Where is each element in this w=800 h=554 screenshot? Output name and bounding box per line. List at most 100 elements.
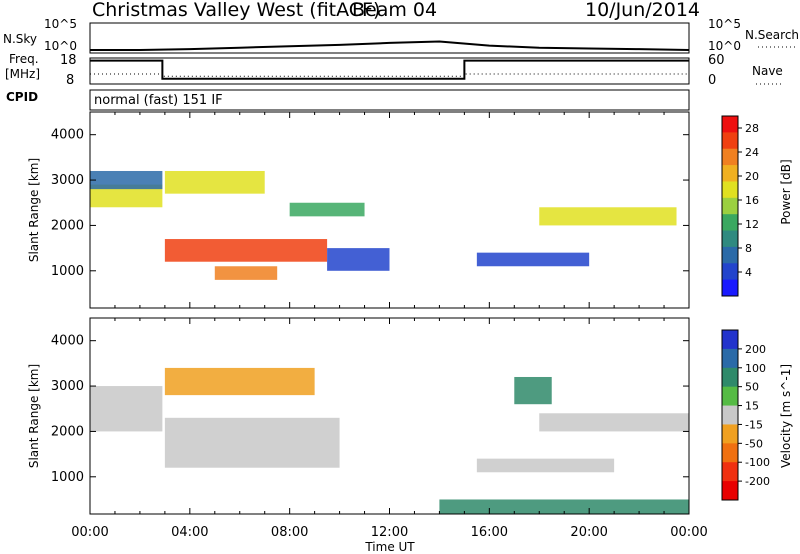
x-tick-label: 00:00 <box>71 525 108 540</box>
power-echo-region <box>214 266 278 280</box>
power-echo-region <box>164 170 265 194</box>
cpid-panel-frame <box>89 89 690 111</box>
colorbar-swatch <box>722 443 738 463</box>
x-tick-label: 04:00 <box>171 525 208 540</box>
y-tick-label: 1000 <box>51 264 84 279</box>
power-echo-region <box>90 184 163 208</box>
freq-left-label-1: Freq. <box>9 52 39 66</box>
velocity-colorbar-label: Velocity [m s^-1] <box>779 364 793 468</box>
x-tick-label: 08:00 <box>271 525 308 540</box>
freq-right-tick-bottom: 0 <box>708 73 716 88</box>
colorbar-frame <box>721 115 739 297</box>
colorbar-swatch <box>722 367 738 388</box>
power-colorbar: 4 8 12 16 20 24 28 <box>721 115 759 297</box>
colorbar-swatch <box>722 263 738 281</box>
colorbar-tick-label: 8 <box>745 242 752 255</box>
y-tick-label: 2000 <box>51 218 84 233</box>
nave-step-line <box>90 73 689 77</box>
time-axis-label: Time UT <box>364 540 415 554</box>
colorbar-swatch <box>722 148 738 166</box>
colorbar-tick-label: 200 <box>745 343 766 356</box>
power-heatmap <box>90 170 677 280</box>
cpid-label: CPID <box>6 90 38 104</box>
freq-series <box>90 59 689 80</box>
power-echo-region <box>90 170 163 190</box>
power-echo-region <box>164 239 328 262</box>
freq-left-label-2: [MHz] <box>5 67 40 81</box>
noise-right-label: N.Search <box>745 28 799 42</box>
colorbar-swatch <box>722 181 738 199</box>
colorbar-swatch <box>722 214 738 232</box>
x-tick-label: 12:00 <box>371 525 408 540</box>
colorbar-tick-label: -100 <box>745 456 770 469</box>
colorbar-tick-label: 24 <box>745 146 759 159</box>
power-echo-region <box>289 202 365 217</box>
freq-right-tick-top: 60 <box>708 53 725 68</box>
x-tick-label: 16:00 <box>471 525 508 540</box>
freq-panel-frame <box>89 57 690 85</box>
noise-panel-frame <box>89 22 690 54</box>
velocity-echo-region <box>476 458 615 473</box>
colorbar-tick-label: 16 <box>745 194 759 207</box>
noise-left-label: N.Sky <box>3 32 37 46</box>
colorbar-tick-label: 4 <box>745 266 752 279</box>
colorbar-swatch <box>722 165 738 182</box>
power-colorbar-label: Power [dB] <box>779 159 793 224</box>
colorbar-tick-label: 28 <box>745 122 759 135</box>
x-tick-label: 20:00 <box>570 525 607 540</box>
nave-label: Nave <box>752 64 783 78</box>
y-tick-label: 4000 <box>51 128 84 143</box>
velocity-echo-region <box>164 367 315 396</box>
y-tick-label: 3000 <box>51 173 84 188</box>
x-tick-label: 00:00 <box>670 525 707 540</box>
colorbar-swatch <box>722 132 738 150</box>
y-tick-label: 2000 <box>51 424 84 439</box>
freq-step-line <box>90 59 689 80</box>
y-tick-label: 1000 <box>51 470 84 485</box>
colorbar-swatch <box>722 246 738 264</box>
power-echo-region <box>539 207 677 226</box>
velocity-echo-region <box>90 386 163 432</box>
power-echo-region <box>476 252 590 267</box>
velocity-echo-region <box>439 499 689 514</box>
noise-series <box>90 40 690 51</box>
velocity-heatmap <box>90 367 689 514</box>
colorbar-swatch <box>722 230 738 248</box>
power-echo-region <box>327 248 390 271</box>
velocity-echo-region <box>539 413 689 432</box>
velocity-echo-region <box>514 376 552 405</box>
colorbar-swatch <box>722 481 738 501</box>
noise-right-tick-top: 10^5 <box>708 17 741 31</box>
y-tick-label: 4000 <box>51 334 84 349</box>
colorbar-tick-label: -15 <box>745 418 763 431</box>
freq-left-tick-top: 18 <box>60 53 77 68</box>
noise-left-tick-bottom: 10^0 <box>44 39 77 53</box>
power-ylabel: Slant Range [km] <box>27 158 41 262</box>
colorbar-swatch <box>722 330 738 350</box>
velocity-echo-region <box>164 417 340 468</box>
velocity-colorbar: 200 100 50 15 -15 -50 -100 -200 <box>721 329 770 501</box>
colorbar-swatch <box>722 197 738 215</box>
colorbar-tick-label: 50 <box>745 381 759 394</box>
power-axes: 1000 2000 3000 4000 <box>51 112 690 308</box>
colorbar-tick-label: -200 <box>745 475 770 488</box>
velocity-axes: 1000 2000 3000 4000 00:00 04:00 08:00 12:00 16:0… <box>51 318 708 540</box>
colorbar-swatch <box>722 462 738 482</box>
noise-sky-line <box>90 40 690 51</box>
colorbar-swatch <box>722 348 738 369</box>
colorbar-tick-label: 15 <box>745 400 759 413</box>
noise-right-tick-bottom: 10^0 <box>708 39 741 53</box>
colorbar-swatch <box>722 116 738 133</box>
freq-left-tick-bottom: 8 <box>66 73 74 88</box>
colorbar-tick-label: 12 <box>745 218 759 231</box>
date-label: 10/Jun/2014 <box>585 0 700 21</box>
beam-label: Beam 04 <box>352 0 437 21</box>
colorbar-swatch <box>722 279 738 297</box>
colorbar-swatch <box>722 424 738 444</box>
colorbar-frame <box>721 329 739 501</box>
station-title: Christmas Valley West (fitACF) <box>92 0 380 21</box>
cpid-value: normal (fast) 151 IF <box>94 93 223 108</box>
colorbar-swatch <box>722 386 738 407</box>
colorbar-tick-label: 100 <box>745 362 766 375</box>
